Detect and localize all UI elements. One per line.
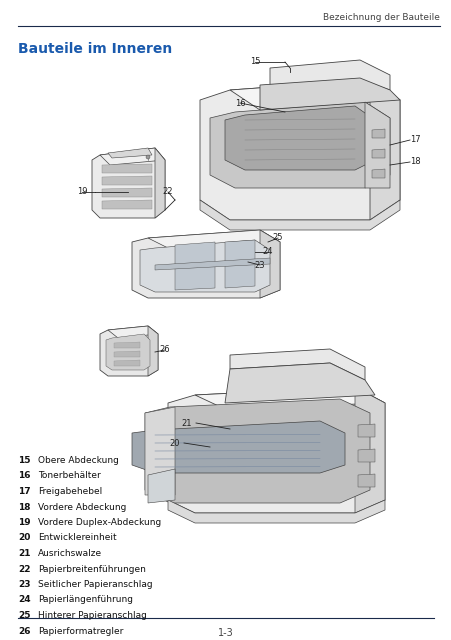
Text: 20: 20: [18, 534, 30, 543]
Text: 24: 24: [18, 595, 31, 605]
Text: Papierformatregler: Papierformatregler: [38, 627, 123, 636]
Polygon shape: [106, 334, 150, 370]
Text: Vordere Duplex-Abdeckung: Vordere Duplex-Abdeckung: [38, 518, 161, 527]
Polygon shape: [140, 240, 269, 292]
Polygon shape: [269, 60, 389, 90]
Text: 23: 23: [254, 260, 265, 269]
Polygon shape: [225, 106, 374, 170]
Polygon shape: [369, 80, 399, 220]
Polygon shape: [357, 474, 374, 487]
Text: 24: 24: [262, 248, 273, 257]
Text: 26: 26: [159, 346, 170, 355]
Text: 26: 26: [18, 627, 30, 636]
Polygon shape: [102, 200, 152, 209]
Text: 15: 15: [249, 58, 260, 67]
Text: 17: 17: [18, 487, 31, 496]
Text: 23: 23: [18, 580, 30, 589]
Polygon shape: [259, 230, 279, 298]
Text: Seitlicher Papieranschlag: Seitlicher Papieranschlag: [38, 580, 152, 589]
Polygon shape: [100, 148, 165, 165]
Text: Hinterer Papieranschlag: Hinterer Papieranschlag: [38, 611, 147, 620]
Polygon shape: [132, 230, 279, 298]
Polygon shape: [168, 500, 384, 523]
Polygon shape: [259, 78, 399, 110]
Polygon shape: [145, 399, 369, 503]
Text: 21: 21: [18, 549, 30, 558]
Polygon shape: [102, 164, 152, 173]
Polygon shape: [357, 449, 374, 462]
Text: 15: 15: [18, 456, 30, 465]
Text: 18: 18: [409, 157, 420, 166]
Text: 1-3: 1-3: [218, 628, 233, 638]
Text: Entwicklereinheit: Entwicklereinheit: [38, 534, 116, 543]
Text: 22: 22: [162, 188, 173, 196]
Polygon shape: [371, 149, 384, 158]
Polygon shape: [102, 188, 152, 197]
Polygon shape: [147, 230, 279, 248]
Polygon shape: [194, 387, 384, 409]
Polygon shape: [225, 240, 254, 288]
Polygon shape: [155, 148, 165, 218]
Text: Papierbreitenführungen: Papierbreitenführungen: [38, 564, 146, 573]
Text: Ausrichswalze: Ausrichswalze: [38, 549, 102, 558]
Text: Freigabehebel: Freigabehebel: [38, 487, 102, 496]
Polygon shape: [230, 349, 364, 380]
Text: Bezeichnung der Bauteile: Bezeichnung der Bauteile: [322, 13, 439, 22]
Text: Papierlängenführung: Papierlängenführung: [38, 595, 133, 605]
Text: 16: 16: [18, 472, 30, 481]
Text: 22: 22: [18, 564, 30, 573]
Circle shape: [146, 155, 150, 159]
Polygon shape: [108, 326, 158, 338]
Text: 21: 21: [181, 419, 192, 428]
Text: 20: 20: [169, 438, 179, 447]
Polygon shape: [168, 387, 384, 513]
Text: 16: 16: [234, 99, 245, 108]
Text: 19: 19: [77, 188, 87, 196]
Polygon shape: [100, 326, 158, 376]
Text: Tonerbehälter: Tonerbehälter: [38, 472, 101, 481]
Polygon shape: [354, 387, 384, 513]
Polygon shape: [210, 102, 389, 188]
Text: 18: 18: [18, 502, 30, 511]
Text: Obere Abdeckung: Obere Abdeckung: [38, 456, 119, 465]
Polygon shape: [102, 176, 152, 185]
Text: 19: 19: [18, 518, 31, 527]
Polygon shape: [114, 360, 140, 366]
Polygon shape: [364, 102, 389, 188]
Polygon shape: [175, 242, 215, 290]
Polygon shape: [92, 148, 165, 218]
Polygon shape: [147, 326, 158, 376]
Polygon shape: [371, 169, 384, 178]
Text: 25: 25: [18, 611, 30, 620]
Polygon shape: [371, 129, 384, 138]
Polygon shape: [225, 363, 374, 403]
Polygon shape: [114, 351, 140, 357]
Polygon shape: [114, 342, 140, 348]
Polygon shape: [145, 407, 175, 495]
Polygon shape: [230, 80, 399, 110]
Text: 25: 25: [272, 234, 283, 243]
Polygon shape: [357, 424, 374, 437]
Polygon shape: [147, 469, 175, 503]
Text: Bauteile im Inneren: Bauteile im Inneren: [18, 42, 172, 56]
Polygon shape: [155, 258, 269, 270]
Polygon shape: [108, 148, 152, 158]
Polygon shape: [199, 200, 399, 230]
Text: 17: 17: [409, 136, 420, 145]
Polygon shape: [132, 421, 344, 473]
Polygon shape: [199, 80, 399, 220]
Text: Vordere Abdeckung: Vordere Abdeckung: [38, 502, 126, 511]
